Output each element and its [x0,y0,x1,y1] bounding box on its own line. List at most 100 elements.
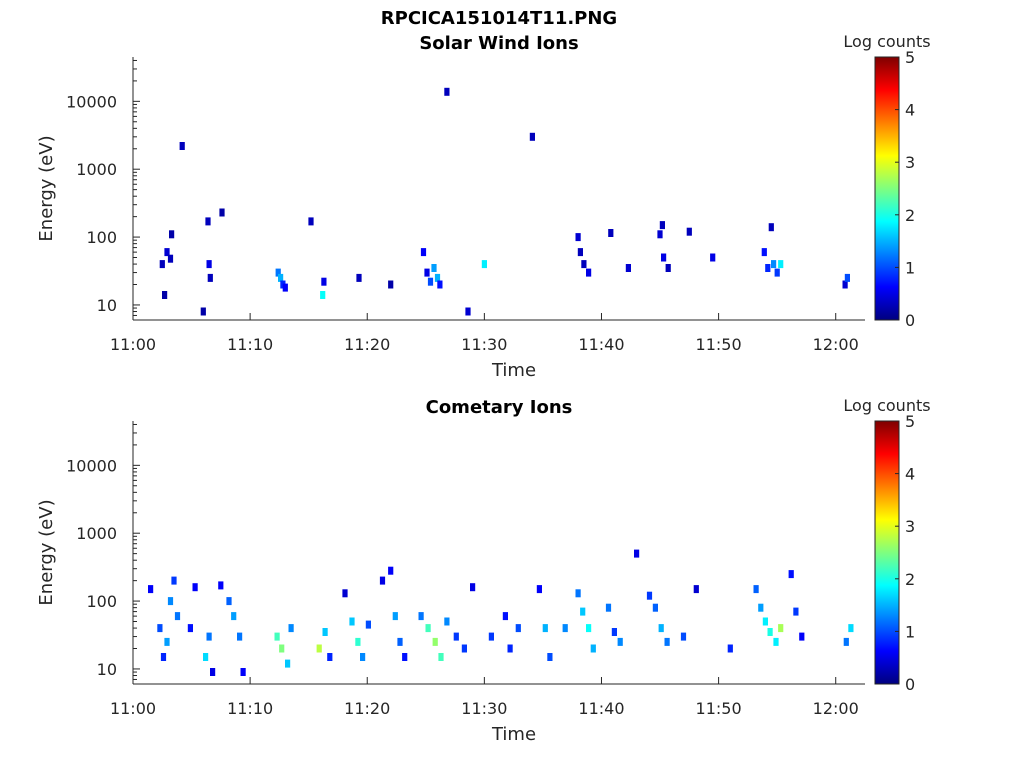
data-cell [356,273,362,282]
data-cell [507,644,513,653]
colorbar-tick-label: 4 [905,101,915,120]
data-cell [586,268,592,277]
data-cell [444,617,450,626]
data-cells [159,87,850,316]
data-cell [608,229,614,237]
data-cell [207,273,213,282]
data-cell [762,617,768,626]
data-cell [379,576,386,585]
data-cell [542,624,548,633]
data-cell [710,253,716,262]
data-cell [481,260,487,269]
colorbar-tick-label: 5 [905,412,915,431]
x-axis-label: Time [491,360,536,381]
data-cell [470,583,476,592]
data-cell [438,653,444,661]
colorbar-tick-label: 3 [905,517,915,536]
data-cell [327,653,333,661]
data-cell [308,217,314,226]
colorbar-gradient [874,56,900,321]
data-cell [167,597,174,606]
data-cell [453,632,459,641]
data-cell [218,581,224,590]
data-cell [205,217,211,226]
data-cell [529,132,535,141]
data-cell [434,273,441,282]
x-tick-label: 11:30 [461,699,507,718]
data-cell [360,653,366,661]
data-cell [652,603,658,612]
x-tick-label: 11:10 [227,699,273,718]
data-cell [605,603,612,612]
data-cell [418,612,424,621]
colorbar-label: Log counts [843,32,930,51]
data-cell [664,637,670,646]
data-cell [771,260,777,269]
data-cell [420,248,427,257]
data-cell [580,607,586,616]
y-axis-label: Energy (eV) [36,499,57,605]
data-cell [727,644,733,653]
data-cell [192,583,198,592]
panel-title: Solar Wind Ions [419,33,578,54]
data-cell [237,632,243,641]
data-cell [349,617,355,626]
data-cell [179,142,185,150]
y-tick-label: 1000 [76,524,117,543]
data-cell [437,280,443,289]
data-cell [646,591,653,600]
data-cell [778,260,784,269]
data-cell [575,589,581,598]
colorbar-tick-label: 2 [905,206,915,225]
y-tick-label: 10000 [66,92,117,111]
x-tick-label: 12:00 [813,699,859,718]
data-cell [581,260,587,269]
y-tick-label: 100 [86,592,117,611]
data-cell [355,637,361,646]
data-cell [432,637,438,646]
data-cell [788,570,794,579]
data-cell [768,223,774,232]
data-cell [758,603,764,612]
data-cell [657,230,663,239]
data-cell [320,291,326,299]
data-cell [431,264,437,272]
y-tick-label: 10 [97,660,117,679]
data-cell [365,620,371,629]
data-cell [316,644,322,653]
colorbar: Log counts 0 1 2 3 4 5 [843,32,930,330]
data-cell [843,637,849,646]
data-cell [515,624,521,633]
data-cell [206,260,212,269]
data-cell [275,268,281,277]
data-cell [767,628,773,636]
y-tick-label: 100 [86,228,117,247]
data-cell [848,624,854,633]
colorbar-tick-label: 0 [905,311,915,330]
y-tick-label: 10000 [66,456,117,475]
y-tick-label: 10 [97,296,117,315]
data-cell [160,653,167,661]
data-cell [200,307,206,316]
data-cell [590,644,596,653]
colorbar-tick-label: 1 [905,622,915,641]
data-cell [321,277,327,286]
data-cell [424,268,430,277]
data-cell [444,87,450,96]
data-cell [465,307,471,316]
data-cell [536,585,542,594]
data-cell [159,260,165,269]
data-cell [388,280,394,289]
y-tick-label: 1000 [76,160,117,179]
data-cell [402,653,408,661]
colorbar-tick-label: 1 [905,258,915,277]
data-cell [274,632,280,641]
colorbar: Log counts 0 1 2 3 4 5 [843,396,930,694]
data-cell [210,668,216,676]
x-tick-label: 11:40 [578,699,624,718]
data-cell [799,632,805,641]
colorbar-tick-label: 5 [905,48,915,67]
data-cell [342,589,348,598]
data-cell [187,624,193,633]
